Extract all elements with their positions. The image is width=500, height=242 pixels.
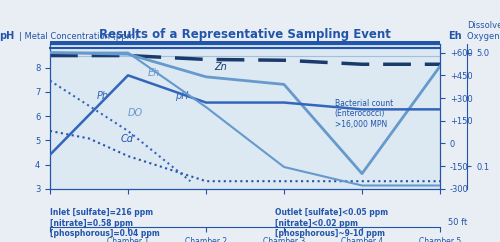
Title: Results of a Representative Sampling Event: Results of a Representative Sampling Eve… bbox=[99, 28, 391, 41]
Text: Cd: Cd bbox=[120, 134, 133, 144]
Text: pH: pH bbox=[0, 31, 14, 41]
Text: pH: pH bbox=[175, 91, 188, 101]
Text: Bacterial count
(Enterococci)
>16,000 MPN: Bacterial count (Enterococci) >16,000 MP… bbox=[334, 99, 393, 129]
Text: | Metal Concentration (ppm): | Metal Concentration (ppm) bbox=[19, 32, 138, 41]
Text: Eh: Eh bbox=[448, 31, 462, 41]
Text: Inlet [sulfate]=216 ppm
[nitrate]=0.58 ppm
[phosphorous]=0.04 ppm: Inlet [sulfate]=216 ppm [nitrate]=0.58 p… bbox=[50, 208, 160, 238]
Text: Pb: Pb bbox=[97, 91, 109, 101]
Text: 50 ft: 50 ft bbox=[448, 218, 467, 227]
Text: Eh: Eh bbox=[148, 68, 160, 77]
Text: Outlet [sulfate]<0.05 ppm
[nitrate]<0.02 ppm
[phosphorous]~9-10 ppm: Outlet [sulfate]<0.05 ppm [nitrate]<0.02… bbox=[275, 208, 388, 238]
Text: Dissolved
Oxygen (DO): Dissolved Oxygen (DO) bbox=[468, 21, 500, 41]
Text: Zn: Zn bbox=[214, 62, 226, 72]
Text: DO: DO bbox=[128, 108, 143, 118]
